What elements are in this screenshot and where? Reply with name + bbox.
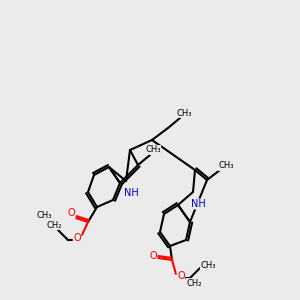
Text: NH: NH xyxy=(190,199,206,209)
Text: CH₃: CH₃ xyxy=(200,260,216,269)
Text: O: O xyxy=(149,251,157,261)
Text: CH₃: CH₃ xyxy=(36,212,52,220)
Text: CH₂: CH₂ xyxy=(186,278,202,287)
Text: CH₃: CH₃ xyxy=(176,109,192,118)
Text: O: O xyxy=(73,233,81,243)
Text: CH₃: CH₃ xyxy=(145,146,161,154)
Text: CH₃: CH₃ xyxy=(218,161,234,170)
Text: NH: NH xyxy=(124,188,138,198)
Text: O: O xyxy=(67,208,75,218)
Text: O: O xyxy=(177,271,185,281)
Text: CH₂: CH₂ xyxy=(46,220,62,230)
